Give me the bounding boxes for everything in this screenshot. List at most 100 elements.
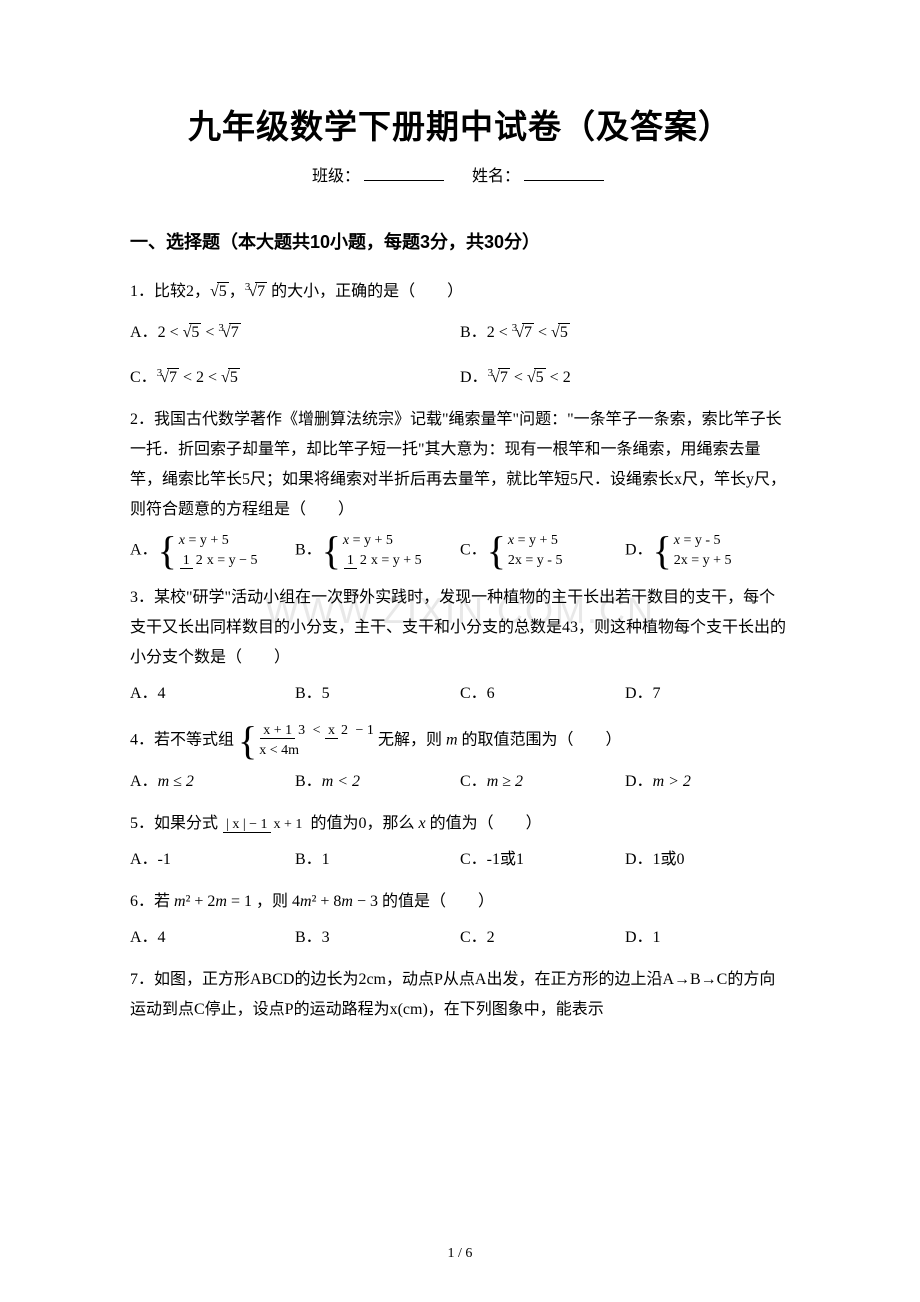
q2d-l2: 2x = y + 5 bbox=[674, 551, 732, 571]
cbrt7-val: 7 bbox=[255, 282, 267, 300]
q2b-l1: = y + 5 bbox=[353, 533, 393, 548]
q1-b-pre: B． bbox=[460, 324, 487, 341]
q1-opt-a: A．2 < 5 < 37 bbox=[130, 313, 460, 348]
q4-opt-a: A．m ≤ 2 bbox=[130, 767, 295, 797]
q4b-pre: B． bbox=[295, 773, 322, 790]
q6e1a: m bbox=[174, 893, 186, 910]
q6e1d: = 1 bbox=[227, 893, 252, 910]
q4b-exp: m < 2 bbox=[322, 773, 360, 790]
q4a-exp: m ≤ 2 bbox=[158, 773, 194, 790]
sqrt5-val: 5 bbox=[217, 282, 229, 300]
q1-opt-b: B．2 < 37 < 5 bbox=[460, 313, 790, 348]
q1-opt-d: D．37 < 5 < 2 bbox=[460, 358, 790, 393]
q1c-s5: 5 bbox=[228, 368, 240, 386]
q6-stem-b: ，则 bbox=[256, 893, 288, 910]
q2a-l1: = y + 5 bbox=[188, 533, 228, 548]
q5-stem-b: 的值为0，那么 bbox=[310, 815, 414, 832]
q4-stem-b: 无解，则 bbox=[378, 732, 442, 749]
q6-opt-d: D．1 bbox=[625, 923, 790, 953]
q1a-s5: 5 bbox=[189, 323, 201, 341]
q1b-s5: 5 bbox=[558, 323, 570, 341]
q4-d1: 3 bbox=[295, 723, 308, 738]
lt4: < bbox=[534, 324, 551, 341]
q4-d2: 2 bbox=[338, 723, 351, 738]
q5-opt-c: C．-1或1 bbox=[460, 845, 625, 875]
q3-opt-c: C．6 bbox=[460, 679, 625, 709]
name-blank[interactable] bbox=[524, 166, 604, 181]
q6-options: A．4 B．3 C．2 D．1 bbox=[130, 923, 790, 953]
lt2: < bbox=[201, 324, 218, 341]
q5-x: x bbox=[418, 815, 425, 832]
q5-opt-a: A．-1 bbox=[130, 845, 295, 875]
class-label: 班级： bbox=[312, 168, 360, 185]
question-7: 7．如图，正方形ABCD的边长为2cm，动点P从点A出发，在正方形的边上沿A→B… bbox=[130, 965, 790, 1025]
question-5: 5．如果分式 | x | − 1x + 1 的值为0，那么 x 的值为（ ） bbox=[130, 809, 790, 839]
q2d-l1: = y - 5 bbox=[683, 533, 720, 548]
q5-den: x + 1 bbox=[271, 817, 306, 832]
q1b-s7: 7 bbox=[522, 323, 534, 341]
q6e2d: m bbox=[341, 893, 353, 910]
q2-opt-b: B．{x = y + 512x = y + 5 bbox=[295, 531, 460, 571]
section-1-heading: 一、选择题（本大题共10小题，每题3分，共30分） bbox=[130, 228, 790, 254]
page-number: 1 / 6 bbox=[0, 1246, 920, 1262]
q4d-pre: D． bbox=[625, 773, 653, 790]
q4d-exp: m > 2 bbox=[653, 773, 691, 790]
q5-stem-a: 5．如果分式 bbox=[130, 815, 218, 832]
q1-stem-b: ， bbox=[229, 283, 245, 300]
q2b-x: x bbox=[343, 533, 349, 548]
q2a-x: x bbox=[179, 533, 185, 548]
q4-opt-d: D．m > 2 bbox=[625, 767, 790, 797]
class-blank[interactable] bbox=[364, 166, 444, 181]
question-6: 6．若 m² + 2m = 1 ，则 4m² + 8m − 3 的值是（ ） bbox=[130, 887, 790, 917]
q1d-2: 2 bbox=[563, 369, 571, 386]
lt5: < bbox=[179, 369, 196, 386]
q4-options: A．m ≤ 2 B．m < 2 C．m ≥ 2 D．m > 2 bbox=[130, 767, 790, 797]
q6-opt-b: B．3 bbox=[295, 923, 460, 953]
q2d-x: x bbox=[674, 533, 680, 548]
q1-c-pre: C． bbox=[130, 369, 157, 386]
q5-num: | x | − 1 bbox=[223, 817, 271, 833]
lt1: < bbox=[166, 324, 183, 341]
cbrt7-icon: 7 bbox=[248, 283, 267, 300]
q6e1b: ² + 2 bbox=[186, 893, 216, 910]
q4c-pre: C． bbox=[460, 773, 487, 790]
q6e2c: ² + 8 bbox=[312, 893, 342, 910]
question-3: 3．某校"研学"活动小组在一次野外实践时，发现一种植物的主干长出若干数目的支干，… bbox=[130, 583, 790, 673]
q2-opt-c: C．{x = y + 52x = y - 5 bbox=[460, 531, 625, 571]
q1-options-row2: C．37 < 2 < 5 D．37 < 5 < 2 bbox=[130, 358, 790, 393]
q4-stem-c: 的取值范围为（ ） bbox=[462, 732, 622, 749]
q1c-s7: 7 bbox=[167, 368, 179, 386]
q4-opt-c: C．m ≥ 2 bbox=[460, 767, 625, 797]
q4-lt: < bbox=[309, 723, 324, 738]
lt3: < bbox=[495, 324, 512, 341]
q2a-l2: x = y − 5 bbox=[207, 553, 258, 568]
q4-l2: x < 4m bbox=[259, 741, 374, 761]
q6-opt-a: A．4 bbox=[130, 923, 295, 953]
q4c-exp: m ≥ 2 bbox=[487, 773, 523, 790]
lt6: < bbox=[204, 369, 221, 386]
q2-opt-d: D．{x = y - 52x = y + 5 bbox=[625, 531, 790, 571]
q4-n1: x + 1 bbox=[260, 723, 295, 739]
name-label: 姓名： bbox=[472, 168, 520, 185]
q6e2e: − 3 bbox=[353, 893, 378, 910]
question-4: 4．若不等式组 { x + 13 < x2 − 1 x < 4m 无解，则 m … bbox=[130, 721, 790, 761]
q1d-s5: 5 bbox=[534, 368, 546, 386]
q6-opt-c: C．2 bbox=[460, 923, 625, 953]
q4-opt-b: B．m < 2 bbox=[295, 767, 460, 797]
q1-options-row1: A．2 < 5 < 37 B．2 < 37 < 5 bbox=[130, 313, 790, 348]
q1-stem-c: 的大小，正确的是（ ） bbox=[267, 283, 463, 300]
question-2: 2．我国古代数学著作《增删算法统宗》记载"绳索量竿"问题："一条竿子一条索，索比… bbox=[130, 405, 790, 525]
q1-stem-a: 1．比较2， bbox=[130, 283, 210, 300]
q6-stem-c: 的值是（ ） bbox=[382, 893, 494, 910]
q4-m: m bbox=[446, 732, 458, 749]
q6-stem-a: 6．若 bbox=[130, 893, 170, 910]
q6e2a: 4 bbox=[292, 893, 300, 910]
q3-opt-d: D．7 bbox=[625, 679, 790, 709]
q5-stem-c: 的值为（ ） bbox=[430, 815, 542, 832]
lt8: < bbox=[546, 369, 563, 386]
q4-stem-a: 4．若不等式组 bbox=[130, 732, 234, 749]
sqrt5-icon: 5 bbox=[210, 283, 229, 300]
student-info-line: 班级： 姓名： bbox=[130, 162, 790, 186]
q3-opt-b: B．5 bbox=[295, 679, 460, 709]
q5-opt-d: D．1或0 bbox=[625, 845, 790, 875]
